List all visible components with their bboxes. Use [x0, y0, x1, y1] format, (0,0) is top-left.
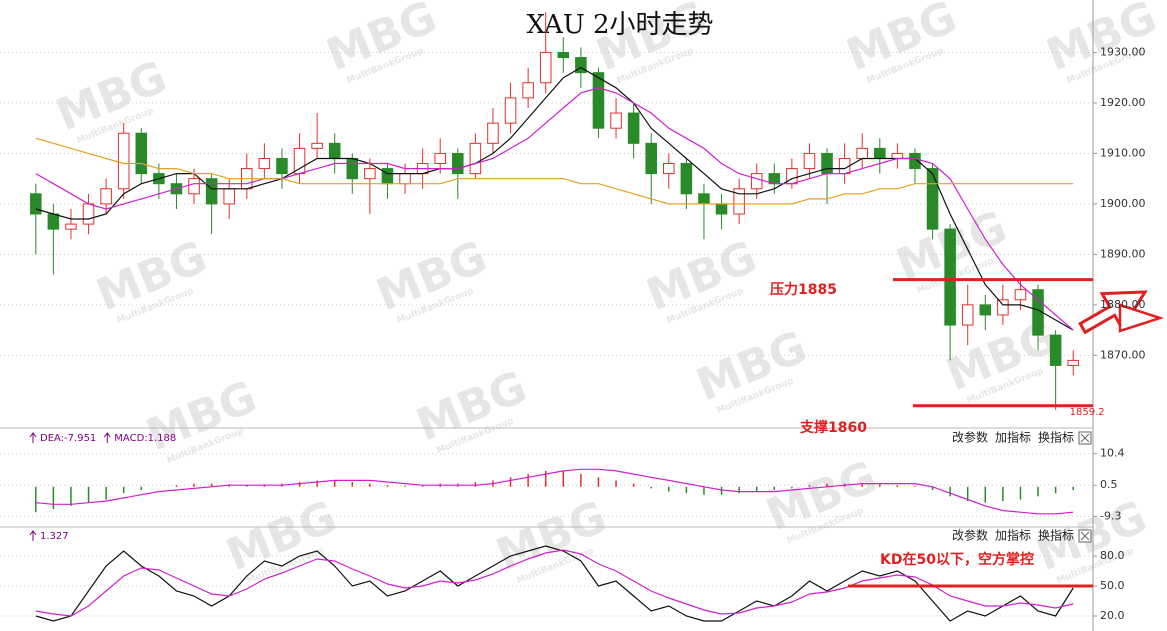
- annotation-label: 压力1885: [770, 281, 837, 298]
- close-button[interactable]: [1078, 529, 1092, 543]
- candle-body: [979, 304, 992, 316]
- y-tick-label: 1880.00: [1100, 298, 1146, 311]
- candle-body: [188, 178, 200, 195]
- candle-body: [944, 228, 956, 326]
- toolbar-button[interactable]: 换指标: [1038, 528, 1074, 543]
- candle-body: [733, 188, 745, 215]
- candle-body: [698, 193, 710, 205]
- candle-body: [663, 163, 675, 175]
- candle-body: [328, 142, 341, 159]
- candle-body: [592, 72, 605, 129]
- y-tick-label: 0.5: [1100, 478, 1118, 491]
- y-tick-label: 1870.00: [1100, 348, 1146, 361]
- chart-title: XAU 2小时走势: [526, 10, 713, 40]
- candle-body: [627, 112, 640, 144]
- candle-body: [610, 112, 622, 129]
- candle-body: [557, 51, 570, 59]
- candle-body: [504, 97, 517, 124]
- candle-body: [399, 173, 411, 185]
- y-tick-label: -9.3: [1100, 509, 1121, 522]
- toolbar-button[interactable]: 加指标: [995, 430, 1031, 445]
- y-tick-label: 50.0: [1100, 579, 1125, 592]
- candle-body: [469, 142, 482, 175]
- annotation-label: KD在50以下，空方掌控: [880, 551, 1034, 568]
- candle-body: [874, 147, 886, 159]
- series-line: [35, 468, 1074, 515]
- candle-body: [522, 82, 534, 99]
- y-tick-label: 1910.00: [1100, 146, 1146, 159]
- candle-body: [750, 173, 763, 190]
- candle-body: [82, 203, 95, 225]
- candle-body: [645, 142, 657, 175]
- arrow-icon: [1118, 303, 1165, 333]
- candle-body: [997, 299, 1009, 316]
- candle-body: [100, 188, 112, 205]
- series-line: [35, 137, 1074, 205]
- candle-body: [135, 132, 148, 175]
- candle-body: [487, 122, 499, 144]
- series-line: [35, 549, 1074, 617]
- y-tick-label: 1930.00: [1100, 45, 1146, 58]
- candle-body: [539, 51, 552, 84]
- candle-body: [961, 304, 974, 326]
- indicator-label: MACD:1.188: [114, 433, 176, 444]
- arrow-icon: [29, 530, 37, 541]
- candle-body: [311, 142, 323, 149]
- toolbar-button[interactable]: 换指标: [1038, 430, 1074, 445]
- candle-body: [715, 203, 728, 215]
- candle-body: [293, 147, 306, 175]
- y-tick-label: 1920.00: [1100, 96, 1146, 109]
- candle-body: [346, 157, 359, 180]
- candle-body: [1014, 289, 1027, 301]
- arrow-icon: [29, 432, 37, 443]
- candle-body: [223, 188, 235, 205]
- y-tick-label: 20.0: [1100, 609, 1125, 622]
- candle-body: [205, 178, 218, 205]
- candle-body: [803, 152, 816, 170]
- toolbar-button[interactable]: 加指标: [995, 528, 1031, 543]
- candle-body: [856, 147, 868, 159]
- candle-body: [30, 193, 42, 215]
- candle-body: [891, 152, 904, 159]
- series-line: [35, 87, 1074, 331]
- y-tick-label: 80.0: [1100, 549, 1125, 562]
- candle-body: [926, 168, 939, 230]
- close-button[interactable]: [1078, 431, 1092, 445]
- candle-body: [909, 152, 921, 170]
- low-label: 1859.2: [1070, 407, 1105, 418]
- indicator-label: 1.327: [40, 531, 69, 542]
- y-tick-label: 1890.00: [1100, 247, 1146, 260]
- candle-body: [452, 152, 464, 175]
- candle-body: [276, 157, 288, 175]
- toolbar-button[interactable]: 改参数: [952, 528, 988, 543]
- annotation-label: 支撑1860: [799, 419, 867, 436]
- series-line: [35, 545, 1074, 622]
- candle-body: [680, 163, 693, 195]
- candle-body: [47, 213, 60, 230]
- candle-body: [821, 152, 833, 175]
- candle-body: [65, 223, 77, 230]
- candle-body: [364, 168, 376, 180]
- indicator-label: DEA:-7.951: [40, 433, 96, 444]
- candle-body: [1049, 334, 1062, 366]
- arrow-icon: [103, 432, 111, 443]
- candle-body: [575, 57, 587, 74]
- toolbar-button[interactable]: 改参数: [952, 430, 988, 445]
- candle-body: [258, 157, 271, 170]
- candle-body: [1067, 359, 1079, 366]
- y-tick-label: 10.4: [1100, 447, 1125, 460]
- y-tick-label: 1900.00: [1100, 197, 1146, 210]
- candle-body: [117, 132, 130, 190]
- candle-body: [434, 152, 446, 165]
